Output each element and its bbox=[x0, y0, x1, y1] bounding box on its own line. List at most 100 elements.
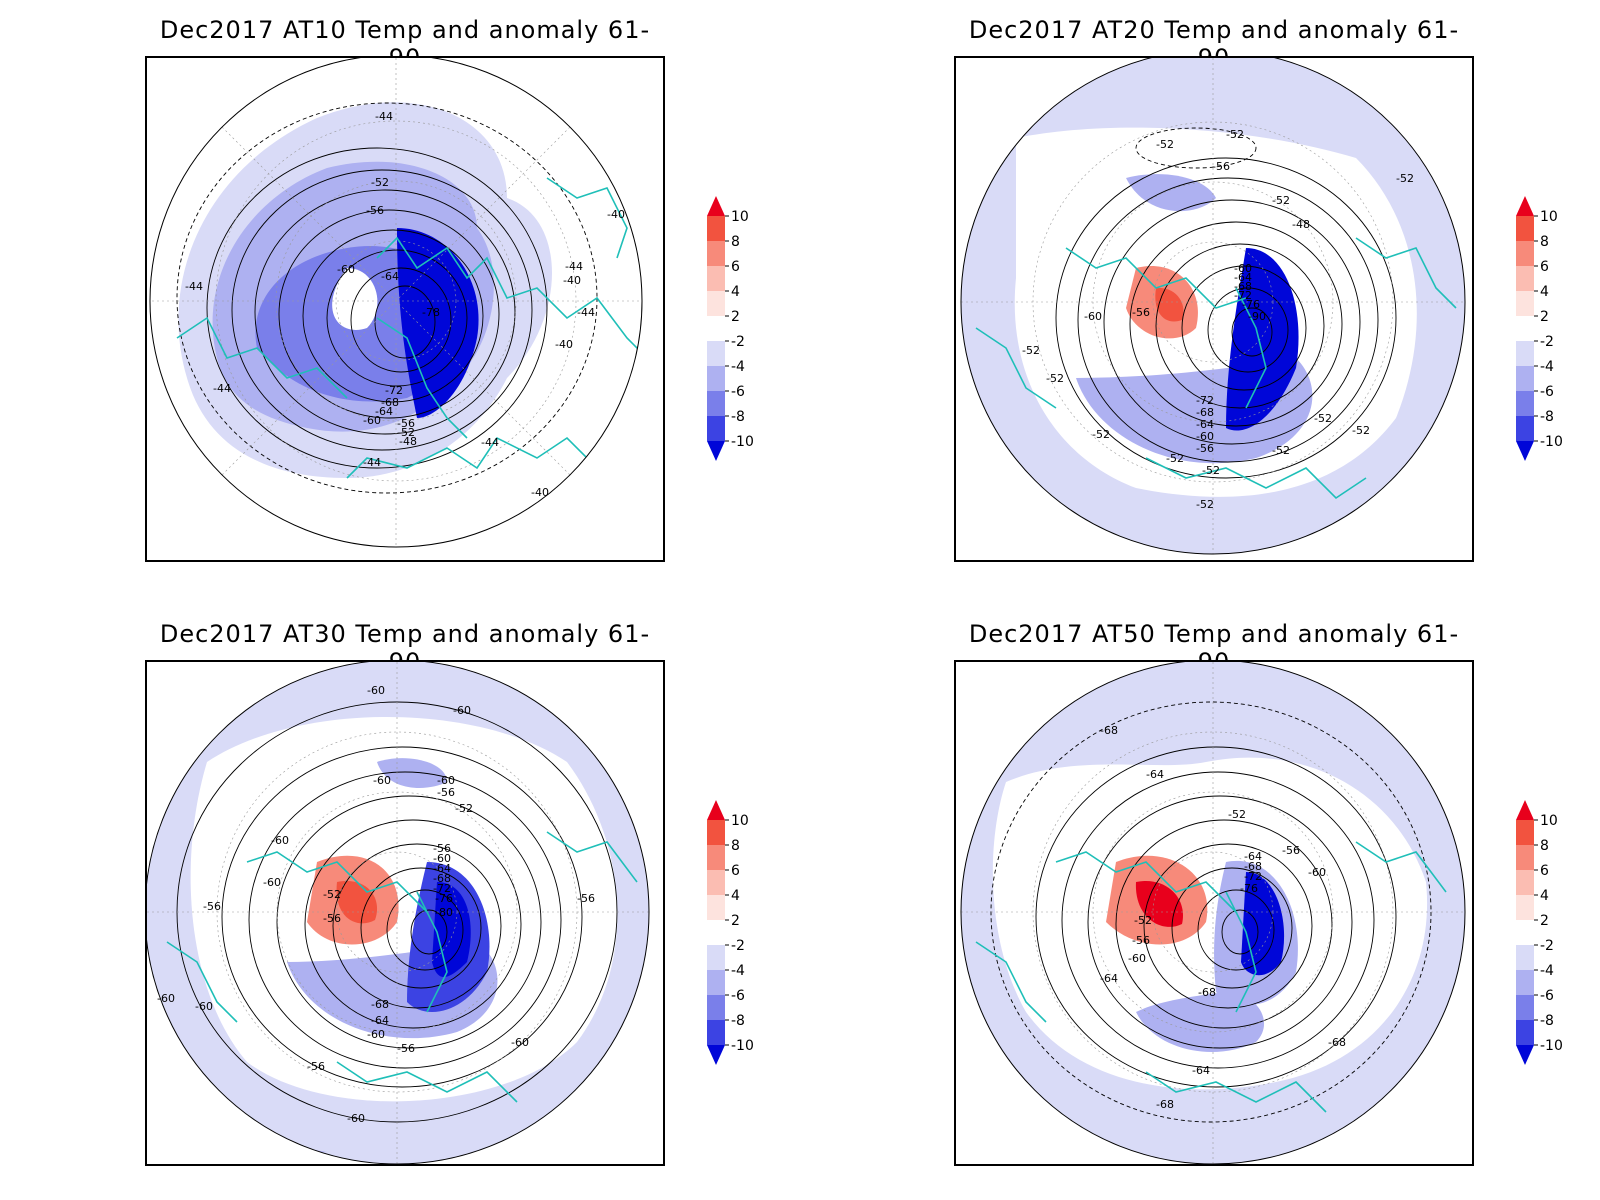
colorbar: 10 8 6 4 2 -2 -4 -6 -8 -10 bbox=[705, 800, 775, 1090]
contour-label: -44 bbox=[213, 382, 231, 395]
contour-label: -64 bbox=[1196, 418, 1214, 431]
colorbar-arrow-top bbox=[707, 800, 725, 820]
contour-label: -80 bbox=[435, 906, 453, 919]
contour-label: -44 bbox=[185, 280, 203, 293]
contour-label: -56 bbox=[437, 786, 455, 799]
contour-label: -40 bbox=[531, 486, 549, 499]
contour-label: -56 bbox=[397, 1042, 415, 1055]
colorbar-segment bbox=[707, 416, 725, 441]
contour-label: -68 bbox=[1328, 1036, 1346, 1049]
anomaly-region bbox=[377, 758, 447, 788]
colorbar-segment bbox=[1516, 316, 1534, 341]
contour-label: -64 bbox=[1234, 271, 1252, 284]
contour-labels: -44 -52 -56 -60 -64 -78 -72 -68 -64 -60 … bbox=[185, 110, 625, 499]
contour-label: -48 bbox=[1292, 218, 1310, 231]
colorbar-segment bbox=[707, 820, 725, 845]
colorbar-segment bbox=[1516, 341, 1534, 366]
contour-label: -40 bbox=[607, 208, 625, 221]
contour-label: -68 bbox=[1100, 724, 1118, 737]
contour-label: -76 bbox=[435, 892, 453, 905]
contour-label: -52 bbox=[1272, 194, 1290, 207]
contour-label: -44 bbox=[363, 456, 381, 469]
contour-label: -64 bbox=[1146, 768, 1164, 781]
colorbar-segment bbox=[1516, 920, 1534, 945]
colorbar-label: 2 bbox=[731, 913, 740, 929]
panel-at50: Dec2017 AT50 Temp and anomaly 61-90 bbox=[954, 620, 1600, 1182]
anomaly-region bbox=[1155, 287, 1184, 322]
contour-label: -52 bbox=[1022, 344, 1040, 357]
colorbar-label: -2 bbox=[731, 334, 745, 350]
colorbar-segment bbox=[707, 391, 725, 416]
map-boundary bbox=[149, 58, 643, 548]
contour-label: -52 bbox=[1314, 412, 1332, 425]
panel-at30: Dec2017 AT30 Temp and anomaly 61-90 bbox=[145, 620, 905, 1182]
colorbar-arrow-top bbox=[1516, 196, 1534, 216]
colorbar-segment bbox=[1516, 366, 1534, 391]
colorbar-label: -2 bbox=[731, 938, 745, 954]
colorbar-label: -6 bbox=[1540, 988, 1554, 1004]
contour-label: -60 bbox=[157, 992, 175, 1005]
contour-label: -52 bbox=[1156, 138, 1174, 151]
contour-label: -60 bbox=[1196, 430, 1214, 443]
colorbar-label: 2 bbox=[1540, 309, 1549, 325]
colorbar-segment bbox=[1516, 845, 1534, 870]
contour-label: -68 bbox=[1196, 406, 1214, 419]
contour-label: -56 bbox=[1132, 306, 1150, 319]
contour-label: -68 bbox=[381, 396, 399, 409]
colorbar-label: 10 bbox=[731, 813, 749, 829]
contour-label: -52 bbox=[371, 176, 389, 189]
colorbar-label: -10 bbox=[731, 434, 754, 450]
contour-label: -72 bbox=[433, 882, 451, 895]
contour-label: -68 bbox=[433, 872, 451, 885]
colorbar-segment bbox=[707, 366, 725, 391]
colorbar-label: 10 bbox=[1540, 813, 1558, 829]
contour-label: -52 bbox=[397, 426, 415, 439]
contour-label: -76 bbox=[1242, 298, 1260, 311]
contour-label: -40 bbox=[563, 274, 581, 287]
colorbar-arrow-bottom bbox=[707, 441, 725, 461]
contour-label: -72 bbox=[1244, 870, 1262, 883]
polar-map: -60 -60 -60 -60 -56 -52 -56 -60 -64 -68 … bbox=[145, 660, 665, 1166]
colorbar: 10 8 6 4 2 -2 -4 -6 -8 -10 bbox=[1514, 196, 1584, 486]
anomaly-region bbox=[397, 228, 479, 418]
contour-label: -52 bbox=[1134, 914, 1152, 927]
contour-label: -40 bbox=[555, 338, 573, 351]
contour-label: -60 bbox=[1308, 866, 1326, 879]
colorbar-segment bbox=[1516, 820, 1534, 845]
contour-label: -64 bbox=[433, 862, 451, 875]
colorbar-segment bbox=[1516, 945, 1534, 970]
contour-label: -52 bbox=[1202, 464, 1220, 477]
contour-label: -60 bbox=[433, 852, 451, 865]
contour-label: -52 bbox=[1196, 498, 1214, 511]
anomaly-region bbox=[1136, 992, 1265, 1052]
contour-label: -64 bbox=[1244, 850, 1262, 863]
contour-label: -44 bbox=[481, 436, 499, 449]
colorbar-label: -10 bbox=[731, 1038, 754, 1054]
colorbar-segment bbox=[707, 291, 725, 316]
colorbar-arrow-bottom bbox=[1516, 441, 1534, 461]
colorbar-label: -8 bbox=[731, 409, 745, 425]
colorbar-label: 4 bbox=[731, 888, 740, 904]
contour-label: -52 bbox=[1046, 372, 1064, 385]
contour-label: -60 bbox=[363, 414, 381, 427]
colorbar-label: -8 bbox=[1540, 409, 1554, 425]
colorbar-segment bbox=[1516, 216, 1534, 241]
contour-label: -60 bbox=[347, 1112, 365, 1125]
contour-label: -56 bbox=[1132, 934, 1150, 947]
contour-label: -56 bbox=[1212, 160, 1230, 173]
contour-label: -56 bbox=[397, 417, 415, 430]
contour-label: -60 bbox=[1234, 262, 1252, 275]
contour-label: -60 bbox=[195, 1000, 213, 1013]
colorbar-label: -10 bbox=[1540, 1038, 1563, 1054]
colorbar-label: 6 bbox=[1540, 863, 1549, 879]
polar-map-svg: -60 -60 -60 -60 -56 -52 -56 -60 -64 -68 … bbox=[147, 662, 650, 1164]
anomaly-region bbox=[1226, 248, 1299, 431]
contour-label: -56 bbox=[1196, 442, 1214, 455]
polar-map-svg: -44 -52 -56 -60 -64 -78 -72 -68 -64 -60 … bbox=[149, 58, 643, 548]
colorbar-segment bbox=[1516, 291, 1534, 316]
anomaly-region bbox=[1241, 872, 1285, 976]
contour-label: -68 bbox=[1198, 986, 1216, 999]
colorbar-arrow-top bbox=[707, 196, 725, 216]
contour-label: -68 bbox=[1244, 860, 1262, 873]
contour-label: -72 bbox=[1234, 289, 1252, 302]
